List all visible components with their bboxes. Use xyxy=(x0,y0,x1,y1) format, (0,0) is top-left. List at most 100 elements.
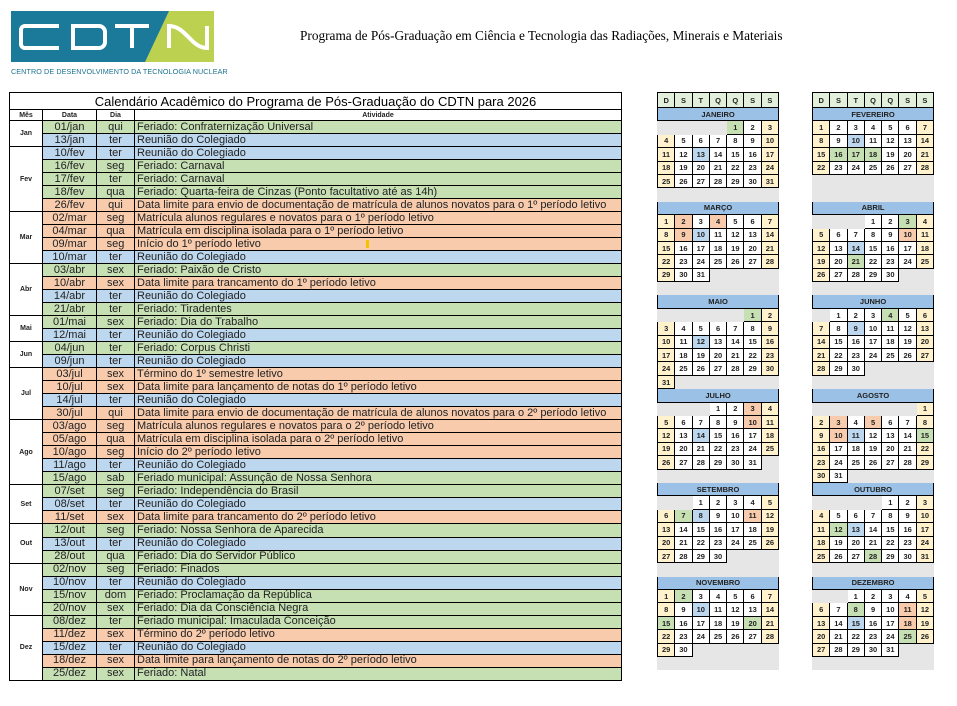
calendar-day: 13 xyxy=(743,602,762,617)
activity-cell: Data limite para envio de documentação d… xyxy=(134,406,622,421)
calendar-day: 21 xyxy=(898,441,917,457)
empty-day-cell xyxy=(708,562,728,577)
calendar-week xyxy=(811,173,935,189)
calendar-day: 6 xyxy=(743,214,762,229)
calendar-day: 3 xyxy=(863,307,883,323)
calendar-day: 12 xyxy=(915,602,935,617)
calendar-day: 24 xyxy=(691,629,710,644)
month-cell: Ago xyxy=(9,419,43,486)
empty-day-cell xyxy=(726,374,745,390)
empty-day-cell xyxy=(829,281,848,296)
calendar-day: 9 xyxy=(811,428,831,443)
empty-day-cell xyxy=(811,281,831,296)
calendar-day: 26 xyxy=(726,629,745,644)
calendar-week: 7 8 9 10 11 12 13 xyxy=(811,321,935,336)
empty-day-cell xyxy=(915,267,935,283)
calendar-day: 23 xyxy=(829,160,848,175)
calendar-day: 1 xyxy=(811,120,831,135)
calendar-day: 8 xyxy=(743,321,762,336)
calendar-day: 4 xyxy=(846,414,865,430)
empty-day-cell xyxy=(846,173,865,189)
empty-day-cell xyxy=(691,401,710,416)
calendar-day: 25 xyxy=(743,535,762,550)
calendar-day: 10 xyxy=(743,414,762,430)
empty-day-cell xyxy=(656,120,676,135)
calendar-day: 14 xyxy=(760,602,780,617)
empty-day-cell xyxy=(760,267,780,283)
empty-day-cell xyxy=(898,281,917,296)
weekday-cell: seg xyxy=(96,523,135,538)
weekday-header: Q xyxy=(726,92,745,108)
calendar-day: 4 xyxy=(915,214,935,229)
calendar-day: 6 xyxy=(743,589,762,604)
calendar-day: 14 xyxy=(708,147,728,162)
calendar-week: 22 23 24 25 26 27 28 xyxy=(656,629,780,644)
date-cell: 01/mai xyxy=(42,315,97,330)
calendar-day: 10 xyxy=(691,602,710,617)
date-cell: 12/mai xyxy=(42,328,97,343)
calendar-day: 2 xyxy=(760,307,780,323)
empty-day-cell xyxy=(656,307,676,323)
calendar-day: 21 xyxy=(829,629,848,644)
calendar-day: 13 xyxy=(691,147,710,162)
calendar-day: 17 xyxy=(863,334,883,350)
calendar-day: 3 xyxy=(743,401,762,416)
table-row: 11/ago ter Reunião do Colegiado xyxy=(10,458,622,473)
calendar-day: 8 xyxy=(708,414,728,430)
column-header-day: Dia xyxy=(96,109,135,121)
empty-day-cell xyxy=(811,589,831,604)
empty-day-cell xyxy=(708,642,728,658)
month-cell: Jul xyxy=(9,367,43,421)
date-cell: 20/nov xyxy=(42,601,97,616)
calendar-day: 25 xyxy=(881,348,900,363)
calendar-day: 11 xyxy=(743,508,762,524)
calendar-day: 22 xyxy=(881,535,900,550)
calendar-day: 16 xyxy=(726,428,745,443)
calendar-day: 7 xyxy=(760,214,780,229)
calendar-week: 26 27 28 29 30 xyxy=(811,267,935,283)
month-name: JULHO xyxy=(656,388,780,403)
calendar-day: 14 xyxy=(726,334,745,350)
calendar-week xyxy=(811,656,935,671)
table-row: 28/out qua Feriado: Dia do Servidor Públic… xyxy=(10,549,622,564)
date-cell: 21/abr xyxy=(42,302,97,317)
calendar-day: 14 xyxy=(863,522,883,537)
calendar-week xyxy=(811,281,935,296)
empty-day-cell xyxy=(743,656,762,671)
calendar-day: 2 xyxy=(674,589,693,604)
weekday-cell: sex xyxy=(96,380,135,395)
table-row: Out 12/out seg Feriado: Nossa Senhora de Ap… xyxy=(9,523,622,564)
weekday-cell: seg xyxy=(96,445,135,460)
calendar-day: 30 xyxy=(708,548,728,564)
table-row: 15/dez ter Reunião do Colegiado xyxy=(10,640,622,655)
table-row: Jan 01/jan qui Feriado: Confraternização Un… xyxy=(9,119,622,148)
table-row: 30/jul qui Data limite para envio de docum… xyxy=(10,406,622,421)
calendar-day: 10 xyxy=(760,133,780,149)
calendar-day: 6 xyxy=(881,414,900,430)
calendar-day: 28 xyxy=(811,361,831,376)
weekday-header: S xyxy=(760,92,780,108)
calendar-day: 28 xyxy=(829,642,848,658)
calendar-day: 11 xyxy=(760,414,780,430)
calendar-day: 6 xyxy=(708,321,728,336)
month-name: JANEIRO xyxy=(656,106,780,122)
activity-cell: Reunião do Colegiado xyxy=(134,328,622,343)
calendar-day: 25 xyxy=(656,173,676,189)
calendar-day: 28 xyxy=(691,455,710,470)
calendar-day: 4 xyxy=(708,214,728,229)
calendar-day: 1 xyxy=(726,120,745,135)
weekday-cell: ter xyxy=(96,302,135,317)
calendar-day: 22 xyxy=(915,441,935,457)
calendar-day: 25 xyxy=(674,361,693,376)
calendar-day: 4 xyxy=(863,120,883,135)
calendar-day: 23 xyxy=(743,160,762,175)
calendar-week: 12 13 14 15 16 17 18 xyxy=(656,428,780,443)
table-row: 15/nov dom Feriado: Proclamação da Repúbli… xyxy=(10,588,622,603)
table-row: 10/ago seg Início do 2º período letivo xyxy=(10,445,622,460)
activity-cell: Reunião do Colegiado xyxy=(134,133,622,148)
calendar-day: 7 xyxy=(674,508,693,524)
calendar-day: 29 xyxy=(656,267,676,283)
